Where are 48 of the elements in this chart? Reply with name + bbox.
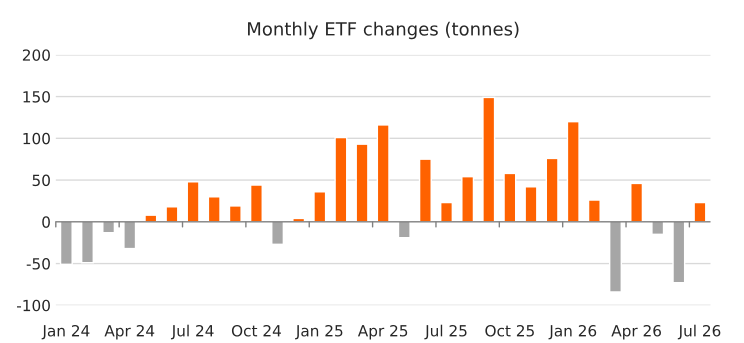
y-tick-label: 200 (22, 49, 50, 61)
chart-title: Monthly ETF changes (tonnes) (248, 22, 519, 40)
bar (418, 158, 432, 222)
x-tick-label: Apr 26 (611, 324, 661, 340)
y-tick-label: 50 (32, 174, 50, 186)
bar (356, 143, 369, 222)
bar (186, 181, 200, 222)
bar (546, 158, 559, 222)
bar (651, 221, 664, 236)
bar (630, 182, 644, 222)
bar (250, 184, 263, 222)
bar (482, 96, 496, 222)
bar (208, 196, 221, 222)
y-tick-label: 100 (23, 132, 50, 144)
bar (102, 221, 116, 234)
x-tick-label: Jan 25 (295, 324, 342, 340)
bar (524, 186, 538, 222)
bar (588, 199, 601, 222)
bar (60, 221, 73, 266)
x-tick-label: Jan 24 (42, 324, 90, 340)
x-tick-label: Jul 24 (170, 324, 214, 340)
x-tick-label: Jan 26 (548, 324, 596, 340)
bar (503, 172, 516, 222)
bar (271, 221, 284, 246)
x-tick-label: Apr 25 (358, 324, 408, 340)
y-tick-label: 0 (42, 216, 50, 228)
bar (608, 221, 622, 293)
bar (80, 221, 94, 264)
x-tick-label: Jul 25 (424, 324, 467, 340)
y-tick-label: 150 (23, 91, 50, 103)
x-tick-label: Oct 25 (485, 324, 534, 337)
bar (313, 191, 326, 222)
bar (672, 221, 686, 284)
bar (376, 124, 390, 222)
bar (566, 120, 580, 222)
x-tick-label: Apr 24 (104, 324, 154, 340)
bar (334, 136, 348, 222)
x-tick-label: Jul 26 (678, 324, 720, 340)
bar (461, 176, 474, 222)
bar (693, 202, 706, 222)
bar (398, 221, 411, 238)
bar (165, 206, 178, 222)
x-tick-label: Oct 24 (232, 324, 281, 337)
y-tick-label: -50 (26, 258, 50, 270)
bar (123, 221, 136, 250)
bar (440, 202, 454, 222)
bar (228, 205, 242, 222)
y-tick-label: -100 (17, 300, 50, 312)
